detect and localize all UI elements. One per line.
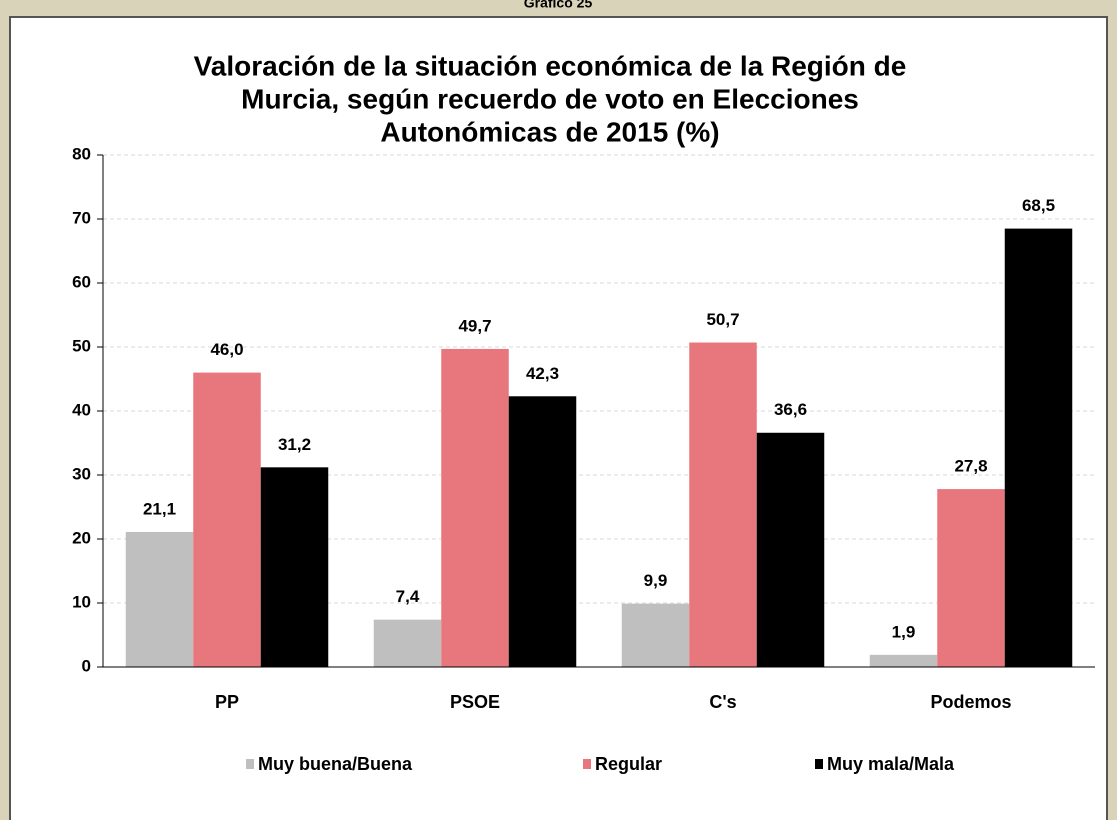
bar: [373, 619, 442, 667]
bar: [621, 603, 690, 667]
legend-swatch: [815, 759, 823, 769]
value-label: 27,8: [954, 457, 987, 476]
chart-title: Murcia, según recuerdo de voto en Elecci…: [241, 83, 859, 114]
chart-title: Autonómicas de 2015 (%): [380, 116, 719, 147]
value-label: 50,7: [706, 310, 739, 329]
y-tick-label: 50: [72, 336, 91, 355]
bar: [1004, 228, 1073, 667]
bar: [756, 432, 825, 667]
x-tick-label: PP: [215, 692, 239, 712]
y-tick-label: 80: [72, 144, 91, 163]
x-tick-label: C's: [709, 692, 736, 712]
value-label: 36,6: [774, 400, 807, 419]
bar: [689, 342, 757, 667]
header: Gráfico 25: [524, 0, 593, 11]
legend-label: Muy mala/Mala: [827, 754, 955, 774]
legend-swatch: [583, 759, 591, 769]
y-tick-label: 0: [82, 656, 91, 675]
bar: [260, 467, 329, 667]
y-tick-label: 20: [72, 528, 91, 547]
value-label: 31,2: [278, 435, 311, 454]
x-tick-label: Podemos: [930, 692, 1011, 712]
value-label: 7,4: [396, 587, 420, 606]
bar: [125, 531, 194, 667]
value-label: 49,7: [458, 316, 491, 335]
bar: [869, 654, 938, 667]
x-tick-label: PSOE: [450, 692, 500, 712]
y-tick-label: 30: [72, 464, 91, 483]
legend-swatch: [246, 759, 254, 769]
legend-label: Muy buena/Buena: [258, 754, 413, 774]
y-tick-label: 40: [72, 400, 91, 419]
y-tick-label: 60: [72, 272, 91, 291]
value-label: 1,9: [892, 622, 916, 641]
value-label: 42,3: [526, 364, 559, 383]
y-tick-label: 10: [72, 592, 91, 611]
bar: [193, 372, 261, 667]
bar: [937, 489, 1005, 667]
legend-label: Regular: [595, 754, 662, 774]
chart-title: Valoración de la situación económica de …: [194, 50, 907, 81]
bar: [441, 348, 509, 667]
value-label: 9,9: [644, 571, 668, 590]
value-label: 46,0: [210, 340, 243, 359]
y-tick-label: 70: [72, 208, 91, 227]
value-label: 21,1: [143, 499, 176, 518]
bar: [508, 396, 577, 667]
value-label: 68,5: [1022, 196, 1055, 215]
